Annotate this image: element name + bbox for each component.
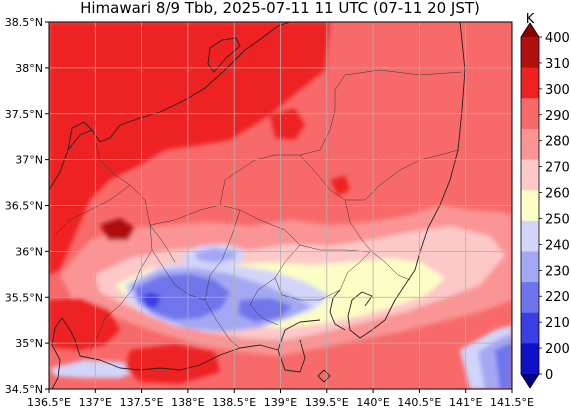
border-i xyxy=(204,209,241,349)
colorbar-tick-label: 250 xyxy=(545,212,570,227)
colorbar-band xyxy=(521,312,539,344)
colorbar-band xyxy=(521,343,539,375)
x-tick-label: 139°E xyxy=(264,396,297,409)
colorbar-band xyxy=(521,251,539,283)
field-290-300-northwest xyxy=(49,22,330,275)
y-tick-label: 36°N xyxy=(15,245,43,258)
graticule xyxy=(49,22,512,389)
colorbar-band xyxy=(521,98,539,130)
x-tick-label: 137°E xyxy=(79,396,112,409)
x-tick-label: 140°E xyxy=(356,396,389,409)
colorbar-unit: K xyxy=(526,12,535,27)
colorbar-tick-label: 240 xyxy=(545,238,570,253)
colorbar-band xyxy=(521,190,539,222)
border-a xyxy=(94,139,153,291)
colorbar-band xyxy=(521,159,539,191)
colorbar-tick-label: 270 xyxy=(545,161,570,176)
temperature-field xyxy=(49,22,512,389)
colorbar-tick-label: 400 xyxy=(545,31,570,46)
border-g xyxy=(339,251,371,291)
y-axis: 38.5°N 38°N 37.5°N 37°N 36.5°N 36°N 35.5°N 35°N… xyxy=(5,16,49,396)
colorbar: K 400 310 300 290 280 270 260 250 240 230 220 210 20… xyxy=(520,12,570,389)
coastline-izu-island xyxy=(317,369,331,383)
y-tick-label: 36.5°N xyxy=(5,200,43,213)
y-tick-label: 35.5°N xyxy=(5,291,43,304)
field-290-300-south-patch xyxy=(125,344,220,384)
colorbar-tick-label: 210 xyxy=(545,316,570,331)
colorbar-band xyxy=(521,67,539,99)
colorbar-tick-label: 220 xyxy=(545,290,570,305)
colorbar-tick-label: 260 xyxy=(545,187,570,202)
field-210-220-cell xyxy=(142,292,160,308)
coastline-noto xyxy=(67,121,93,151)
coastline-ise-bay xyxy=(51,317,81,389)
border-d xyxy=(299,149,459,201)
colorbar-band xyxy=(521,220,539,252)
x-axis: 136.5°E 137°E 137.5°E 138°E 138.5°E 139°E 139.… xyxy=(27,389,534,409)
border-n xyxy=(149,224,176,263)
colorbar-tick-label: 290 xyxy=(545,109,570,124)
colorbar-extend-max xyxy=(521,23,539,37)
x-tick-label: 141°E xyxy=(449,396,482,409)
colorbar-tick-label: 200 xyxy=(545,342,570,357)
colorbar-band xyxy=(521,128,539,161)
y-tick-label: 37°N xyxy=(15,154,43,167)
x-tick-label: 137.5°E xyxy=(120,396,164,409)
border-e xyxy=(319,69,463,151)
field-220-230-southeast xyxy=(495,342,512,389)
colorbar-band xyxy=(521,282,539,314)
prefecture-borders xyxy=(54,69,463,351)
border-m xyxy=(54,184,131,236)
colorbar-band xyxy=(521,37,539,69)
coastline-izu-sagami xyxy=(277,319,321,373)
y-tick-label: 35°N xyxy=(15,337,43,350)
x-tick-label: 138.5°E xyxy=(212,396,256,409)
x-tick-label: 139.5°E xyxy=(305,396,349,409)
chart-title: Himawari 8/9 Tbb, 2025-07-11 11 UTC (07-… xyxy=(80,0,480,17)
colorbar-bands xyxy=(520,22,540,389)
coastline-suruga-enshu xyxy=(79,344,279,371)
y-tick-label: 38°N xyxy=(15,62,43,75)
x-tick-label: 140.5°E xyxy=(397,396,441,409)
x-tick-label: 141.5°E xyxy=(490,396,534,409)
field-300-310-west xyxy=(100,218,135,240)
border-b xyxy=(149,204,371,253)
coastline-tokyo-bay xyxy=(329,289,346,331)
x-tick-label: 138°E xyxy=(171,396,204,409)
colorbar-tick-label: 0 xyxy=(545,368,553,383)
field-220-230-east xyxy=(238,298,292,322)
border-h xyxy=(274,244,341,301)
coastline-boso-peninsula xyxy=(347,291,373,339)
border-k xyxy=(249,277,279,326)
border-j xyxy=(151,249,206,301)
coastlines xyxy=(49,22,466,389)
coastline-sado-island xyxy=(207,37,241,73)
colorbar-extend-min xyxy=(521,374,539,388)
coastline-pacific-east xyxy=(371,22,466,331)
colorbar-tick-label: 230 xyxy=(545,264,570,279)
field-290-300-northeast-patch xyxy=(270,108,305,140)
colorbar-tick-label: 280 xyxy=(545,135,570,150)
colorbar-tick-label: 300 xyxy=(545,83,570,98)
brightness-temperature-map xyxy=(49,22,512,389)
colorbar-ticks: 400 310 300 290 280 270 260 250 240 230 220 210 200 0 xyxy=(539,31,570,383)
field-290-300-south-coast xyxy=(49,298,120,350)
y-tick-label: 34.5°N xyxy=(5,383,43,396)
y-tick-label: 38.5°N xyxy=(5,16,43,29)
y-tick-label: 37.5°N xyxy=(5,108,43,121)
x-tick-label: 136.5°E xyxy=(27,396,71,409)
field-290-300-east-patch xyxy=(330,175,350,196)
border-f xyxy=(344,199,411,281)
colorbar-tick-label: 310 xyxy=(545,57,570,72)
coastline-japan-sea xyxy=(49,22,291,191)
